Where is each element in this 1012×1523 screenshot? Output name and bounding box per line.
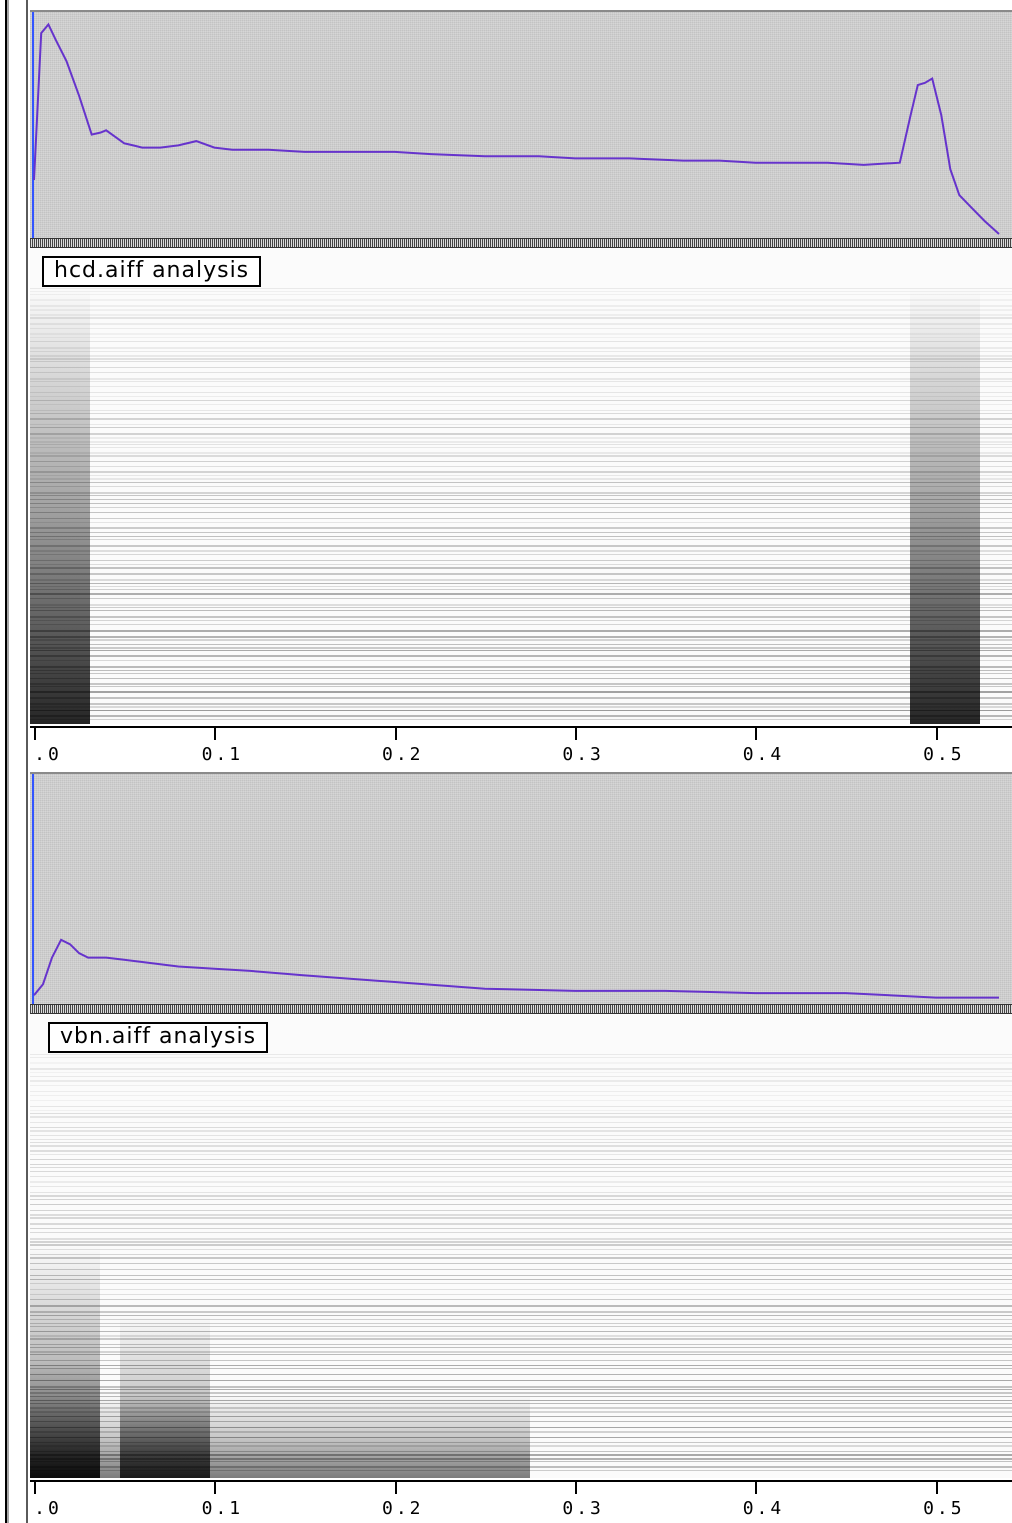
- axis-tick-label: 0.3: [562, 744, 604, 765]
- panel-divider[interactable]: [30, 238, 1012, 248]
- envelope-panel: [30, 10, 1012, 238]
- axis-tick: [394, 728, 397, 740]
- axis-tick-label: 0.4: [742, 744, 785, 765]
- spectrogram-panel: vbn.aiff analysis: [30, 1014, 1012, 1478]
- panel-divider[interactable]: [30, 1004, 1012, 1014]
- envelope-plot: [32, 12, 1000, 238]
- axis-tick-label: 0.1: [201, 744, 244, 765]
- axis-tick: [575, 728, 578, 740]
- axis-tick-label: 0.5: [923, 1498, 965, 1519]
- analysis-title: vbn.aiff analysis: [48, 1022, 269, 1053]
- axis-tick: [755, 1482, 758, 1494]
- analysis-title: hcd.aiff analysis: [42, 256, 262, 287]
- axis-tick-label: 0.1: [201, 1498, 244, 1519]
- spectrogram-image: [30, 1054, 1012, 1478]
- spectrogram-panel: hcd.aiff analysis: [30, 248, 1012, 724]
- analysis-window-vbn: vbn.aiff analysis .0 0.1 0.2 0.3 0.4 0.5: [0, 768, 1012, 1523]
- axis-tick: [935, 1482, 938, 1494]
- axis-tick: [214, 1482, 217, 1494]
- axis-tick: [755, 728, 758, 740]
- axis-tick: [34, 728, 36, 740]
- axis-tick-label: 0.3: [562, 1498, 604, 1519]
- axis-tick-label: 0.4: [742, 1498, 785, 1519]
- axis-tick: [214, 728, 217, 740]
- axis-tick-label: 0.2: [381, 744, 424, 765]
- amplitude-envelope-line: [33, 938, 999, 999]
- envelope-panel: [30, 772, 1012, 1006]
- axis-tick-label: .0: [34, 744, 62, 765]
- axis-tick: [394, 1482, 397, 1494]
- envelope-plot: [32, 774, 999, 1006]
- axis-tick: [575, 1482, 578, 1494]
- axis-tick: [34, 1482, 36, 1494]
- window-left-border: [0, 0, 30, 768]
- time-axis: .0 0.1 0.2 0.3 0.4 0.5: [30, 726, 1012, 768]
- axis-tick-label: 0.2: [381, 1498, 424, 1519]
- time-axis: .0 0.1 0.2 0.3 0.4 0.5: [30, 1480, 1012, 1523]
- spectrogram-image: [30, 288, 1012, 724]
- amplitude-envelope-line: [33, 22, 1000, 235]
- axis-tick: [935, 728, 938, 740]
- analysis-window-hcd: hcd.aiff analysis .0 0.1 0.2 0.3 0.4 0.5: [0, 0, 1012, 768]
- axis-tick-label: 0.5: [923, 744, 965, 765]
- axis-tick-label: .0: [34, 1498, 62, 1519]
- window-left-border: [0, 768, 30, 1523]
